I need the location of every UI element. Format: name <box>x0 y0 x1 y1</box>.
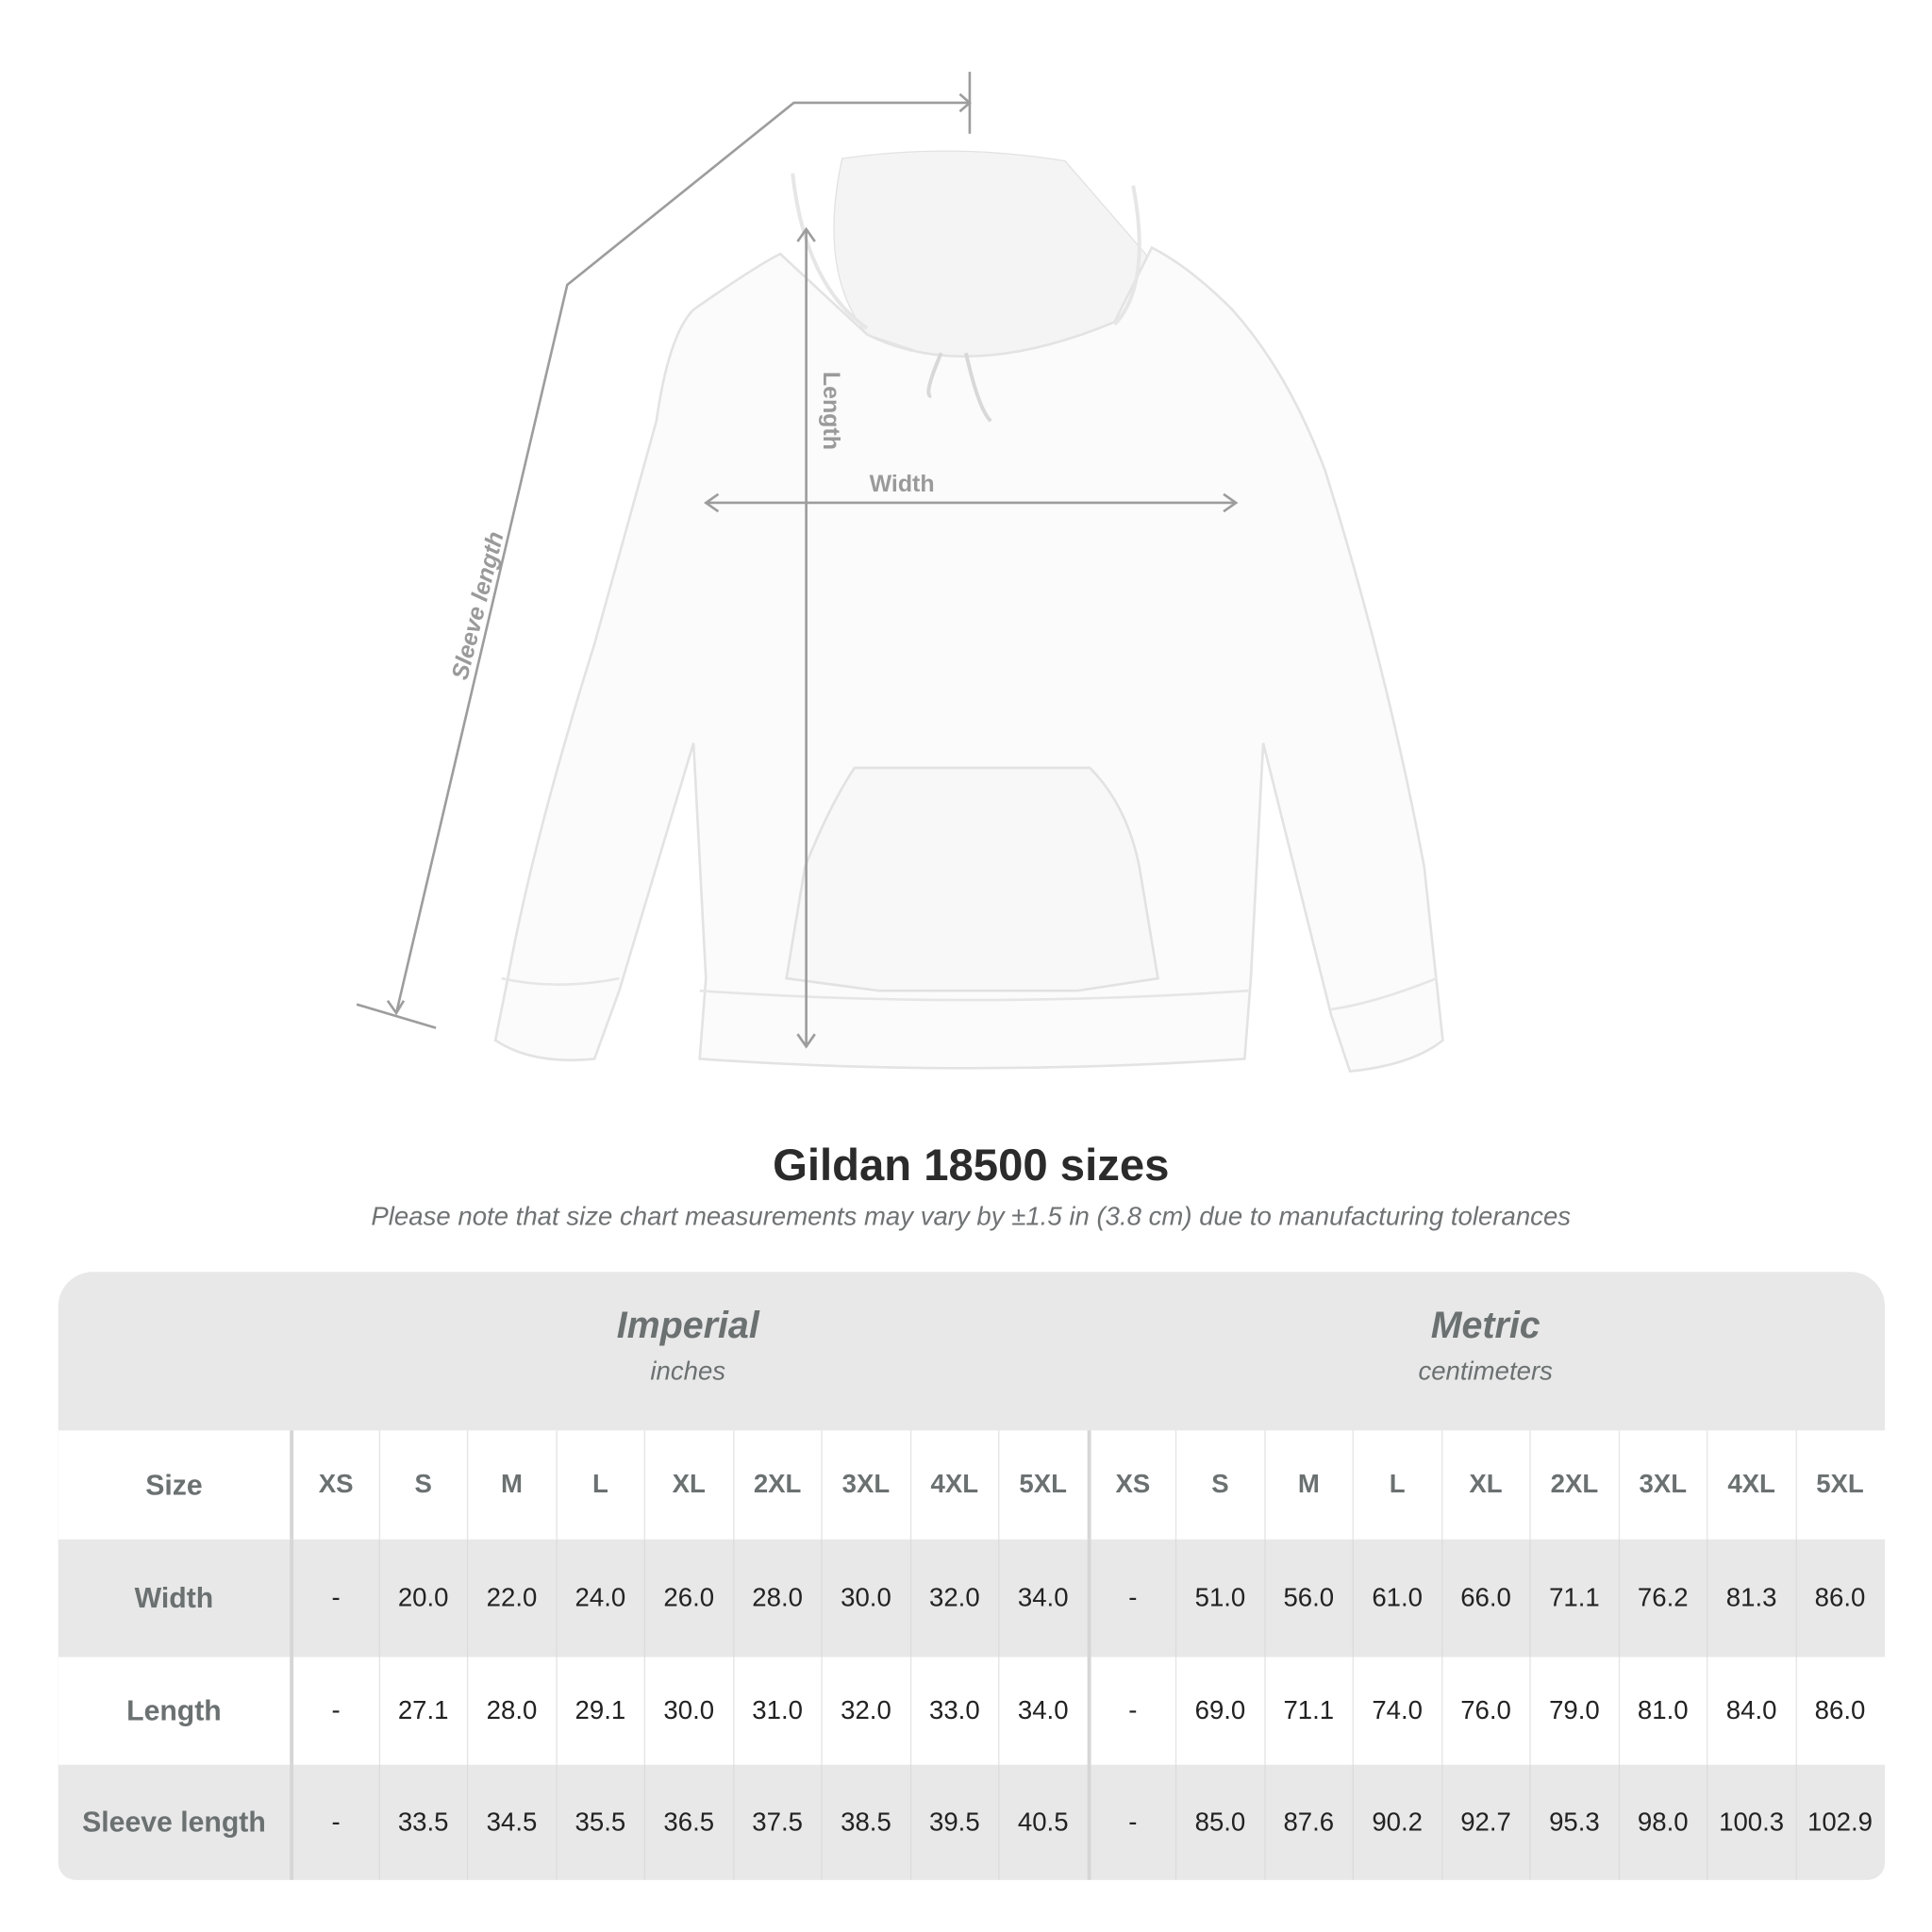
hoodie-image <box>493 150 1444 1073</box>
table-cell: 79.0 <box>1529 1657 1618 1765</box>
table-cell: 37.5 <box>732 1764 822 1880</box>
table-cell: 95.3 <box>1529 1764 1618 1880</box>
row-label: Length <box>126 1693 222 1727</box>
size-header-cell: 2XL <box>732 1430 822 1540</box>
table-cell: 76.2 <box>1618 1539 1707 1657</box>
metric-title: Metric <box>1430 1305 1541 1347</box>
table-cell: 26.0 <box>643 1539 733 1657</box>
table-cell: 71.1 <box>1263 1657 1353 1765</box>
table-cell: 100.3 <box>1707 1764 1795 1880</box>
table-cell: 86.0 <box>1794 1657 1884 1765</box>
row-label: Width <box>134 1581 214 1614</box>
table-cell: 28.0 <box>732 1539 822 1657</box>
table-cell: - <box>290 1657 378 1765</box>
table-cell: 98.0 <box>1618 1764 1707 1880</box>
table-cell: 30.0 <box>821 1539 909 1657</box>
size-header-cell: 5XL <box>1794 1430 1884 1540</box>
size-header-cell: M <box>1263 1430 1353 1540</box>
table-cell: 86.0 <box>1794 1539 1884 1657</box>
imperial-header: Imperial inches <box>290 1272 1086 1430</box>
table-cell: - <box>1086 1657 1175 1765</box>
table-row: Sleeve length -33.5 34.5 35.5 36.5 37.5 38.5 39… <box>58 1764 1885 1880</box>
table-cell: 81.3 <box>1707 1539 1795 1657</box>
size-header-cell: M <box>466 1430 556 1540</box>
size-table: Imperial inches Metric centimeters Size X… <box>58 1272 1886 1880</box>
table-cell: 56.0 <box>1263 1539 1353 1657</box>
table-cell: 90.2 <box>1352 1764 1441 1880</box>
size-header-cell: S <box>378 1430 467 1540</box>
size-header-cell: XL <box>1441 1430 1529 1540</box>
metric-unit: centimeters <box>1418 1357 1553 1387</box>
table-cell: - <box>1086 1764 1175 1880</box>
table-cell: 102.9 <box>1794 1764 1884 1880</box>
table-cell: 38.5 <box>821 1764 909 1880</box>
table-cell: 32.0 <box>909 1539 998 1657</box>
table-cell: 40.5 <box>998 1764 1087 1880</box>
sleeve-length-label: Sleeve length <box>447 529 509 683</box>
table-cell: 33.5 <box>378 1764 467 1880</box>
table-cell: 28.0 <box>466 1657 556 1765</box>
table-cell: 34.0 <box>998 1657 1087 1765</box>
size-header-cell: 4XL <box>909 1430 998 1540</box>
table-cell: 36.5 <box>643 1764 733 1880</box>
table-cell: 34.0 <box>998 1539 1087 1657</box>
table-cell: 87.6 <box>1263 1764 1353 1880</box>
table-cell: 35.5 <box>555 1764 644 1880</box>
hoodie-diagram: Length Width Sleeve length <box>356 72 1444 1073</box>
table-cell: 84.0 <box>1707 1657 1795 1765</box>
size-header-cell: 5XL <box>998 1430 1087 1540</box>
size-header-cell: 4XL <box>1707 1430 1795 1540</box>
table-cell: 92.7 <box>1441 1764 1529 1880</box>
length-label: Length <box>818 372 844 450</box>
table-cell: 31.0 <box>732 1657 822 1765</box>
size-header-cell: XS <box>1086 1430 1175 1540</box>
size-header-cell: L <box>1352 1430 1441 1540</box>
sleeve-length-line <box>356 72 972 1029</box>
size-header-cell: 3XL <box>1618 1430 1707 1540</box>
table-cell: 30.0 <box>643 1657 733 1765</box>
size-header-row: Size XS S M L XL 2XL 3XL 4XL 5XL XS S M L XL 2XL 3XL 4XL 5… <box>58 1430 1886 1540</box>
size-header-cell: XS <box>290 1430 378 1540</box>
width-arrow <box>704 492 1239 513</box>
table-cell: 22.0 <box>466 1539 556 1657</box>
table-cell: 76.0 <box>1441 1657 1529 1765</box>
table-cell: 61.0 <box>1352 1539 1441 1657</box>
row-label: Size <box>145 1468 203 1501</box>
size-header-cell: XL <box>643 1430 733 1540</box>
table-cell: 33.0 <box>909 1657 998 1765</box>
metric-header: Metric centimeters <box>1086 1272 1885 1430</box>
table-cell: - <box>290 1539 378 1657</box>
table-row: Length -27.1 28.0 29.1 30.0 31.0 32.0 33.0 34.0-… <box>58 1657 1886 1765</box>
table-cell: 51.0 <box>1174 1539 1264 1657</box>
width-label: Width <box>870 471 935 497</box>
row-label: Sleeve length <box>82 1806 266 1839</box>
table-cell: 34.5 <box>466 1764 556 1880</box>
table-cell: 20.0 <box>378 1539 467 1657</box>
table-cell: 27.1 <box>378 1657 467 1765</box>
imperial-unit: inches <box>650 1357 726 1387</box>
table-cell: 74.0 <box>1352 1657 1441 1765</box>
table-cell: 39.5 <box>909 1764 998 1880</box>
table-cell: - <box>290 1764 378 1880</box>
size-header-cell: S <box>1174 1430 1264 1540</box>
table-cell: 81.0 <box>1618 1657 1707 1765</box>
length-arrow <box>796 226 816 1049</box>
table-cell: - <box>1086 1539 1175 1657</box>
table-cell: 85.0 <box>1174 1764 1264 1880</box>
table-cell: 32.0 <box>821 1657 909 1765</box>
imperial-title: Imperial <box>616 1305 759 1347</box>
size-header-cell: 3XL <box>821 1430 909 1540</box>
tolerance-note: Please note that size chart measurements… <box>371 1202 1572 1231</box>
size-header-cell: L <box>555 1430 644 1540</box>
size-header-cell: 2XL <box>1529 1430 1618 1540</box>
table-cell: 24.0 <box>555 1539 644 1657</box>
table-cell: 71.1 <box>1529 1539 1618 1657</box>
table-row: Width -20.0 22.0 24.0 26.0 28.0 30.0 32.0 34.0-5… <box>58 1539 1885 1657</box>
table-cell: 69.0 <box>1174 1657 1264 1765</box>
table-cell: 29.1 <box>555 1657 644 1765</box>
table-cell: 66.0 <box>1441 1539 1529 1657</box>
page-title: Gildan 18500 sizes <box>773 1139 1170 1191</box>
